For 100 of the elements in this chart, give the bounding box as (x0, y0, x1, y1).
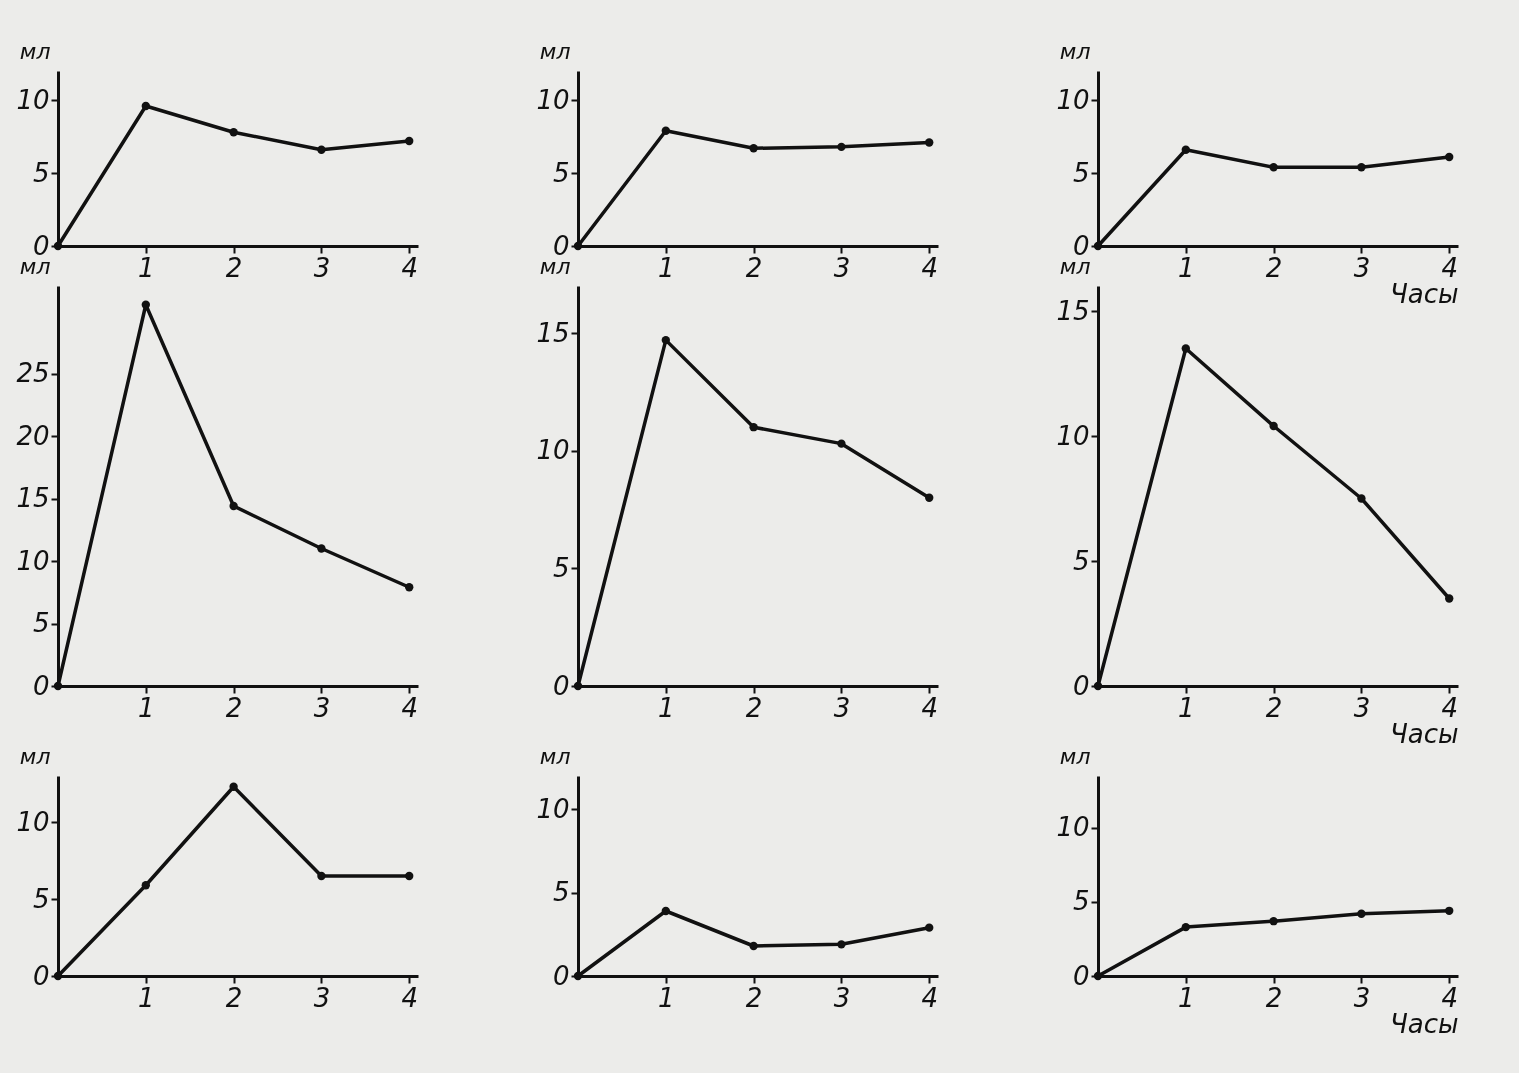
y-tick-label: 0 (32, 230, 50, 261)
point (925, 138, 934, 147)
y-tick-label: 5 (1072, 545, 1090, 576)
y-tick-label: 5 (552, 157, 570, 188)
x-tick-label: 3 (1353, 692, 1371, 723)
point (229, 782, 238, 791)
x-tick-label: 2 (225, 692, 243, 723)
x-tick-label: 1 (1178, 252, 1195, 283)
x-tick-label: 2 (1265, 252, 1283, 283)
x-tick-label: 3 (313, 982, 331, 1013)
point (1181, 344, 1190, 353)
y-tick-label: 0 (552, 230, 570, 261)
point (925, 493, 934, 502)
y-tick-label: 0 (552, 670, 570, 701)
y-tick-label: 5 (552, 552, 570, 583)
x-tick-label: 4 (921, 252, 938, 283)
y-tick-label: 25 (16, 358, 50, 388)
point (405, 136, 414, 146)
y-tick-label: 0 (32, 670, 50, 701)
y-tick-label: 0 (552, 960, 570, 991)
x-tick-label: 2 (745, 692, 763, 723)
y-tick-label: 10 (1056, 420, 1090, 451)
x-tick-label: 2 (745, 982, 763, 1013)
y-tick-label: 10 (1056, 84, 1090, 115)
x-tick-label: 3 (313, 252, 331, 283)
point (925, 923, 934, 932)
x-tick-label: 4 (921, 982, 938, 1013)
x-tick-label: 1 (1178, 982, 1195, 1013)
point (1357, 163, 1366, 172)
point (317, 544, 326, 553)
y-tick-label: 0 (1072, 230, 1090, 261)
x-tick-label: 1 (658, 982, 675, 1013)
y-tick-label: 5 (1072, 886, 1090, 917)
x-tick-label: 1 (658, 692, 675, 723)
y-tick-label: 10 (536, 84, 570, 115)
x-tick-label: 1 (138, 692, 155, 723)
x-tick-label: 3 (313, 692, 331, 723)
point (405, 583, 414, 592)
point (317, 145, 326, 154)
point (1357, 494, 1366, 503)
x-tick-label: 3 (833, 252, 851, 283)
point (837, 940, 846, 949)
x-tick-label: 4 (401, 252, 418, 283)
y-axis-title: мл (539, 743, 571, 769)
point (1181, 922, 1190, 932)
y-tick-label: 0 (32, 960, 50, 991)
y-tick-label: 15 (536, 317, 570, 348)
x-tick-label: 3 (833, 982, 851, 1013)
x-tick-label: 3 (1353, 252, 1371, 283)
point (749, 941, 758, 951)
point (837, 142, 846, 152)
x-tick-label: 2 (1265, 982, 1283, 1013)
y-tick-label: 5 (32, 157, 50, 188)
point (749, 423, 758, 432)
point (749, 144, 758, 153)
point (229, 501, 238, 511)
x-tick-label: 3 (1353, 982, 1371, 1013)
point (837, 439, 846, 448)
x-tick-label: 1 (658, 252, 675, 283)
y-tick-label: 5 (552, 877, 570, 908)
point (1269, 163, 1278, 172)
x-tick-label: 4 (401, 692, 418, 723)
point (661, 906, 670, 916)
y-tick-label: 5 (1072, 157, 1090, 188)
y-tick-label: 10 (16, 84, 50, 115)
point (405, 871, 414, 881)
y-tick-label: 10 (1056, 812, 1090, 843)
x-tick-label: 4 (401, 982, 418, 1013)
x-tick-label: 2 (225, 252, 243, 283)
point (661, 126, 670, 135)
point (1445, 152, 1454, 162)
y-tick-label: 15 (16, 483, 50, 513)
x-tick-label: 1 (138, 982, 155, 1013)
point (229, 128, 238, 137)
point (1269, 421, 1278, 431)
point (1445, 906, 1454, 915)
y-tick-label: 5 (32, 883, 50, 914)
y-tick-label: 20 (16, 420, 50, 451)
y-tick-label: 10 (536, 435, 570, 466)
x-tick-label: 2 (745, 252, 763, 283)
x-tick-label: 2 (225, 982, 243, 1013)
y-tick-label: 15 (1056, 295, 1090, 326)
y-axis-title: мл (19, 38, 51, 64)
x-tick-label: 4 (921, 692, 938, 723)
point (661, 335, 670, 345)
y-axis-title: мл (539, 38, 571, 64)
point (1445, 594, 1454, 603)
y-axis-title: мл (19, 743, 51, 769)
point (1181, 145, 1190, 154)
x-tick-label: 2 (1265, 692, 1283, 723)
y-tick-label: 0 (1072, 670, 1090, 701)
y-tick-label: 10 (16, 806, 50, 837)
x-tick-label: 1 (1178, 692, 1195, 723)
y-tick-label: 0 (1072, 960, 1090, 991)
x-tick-label: 3 (833, 692, 851, 723)
point (1357, 909, 1366, 918)
point (317, 871, 326, 881)
point (141, 101, 150, 111)
point (1269, 917, 1278, 926)
point (141, 300, 150, 309)
